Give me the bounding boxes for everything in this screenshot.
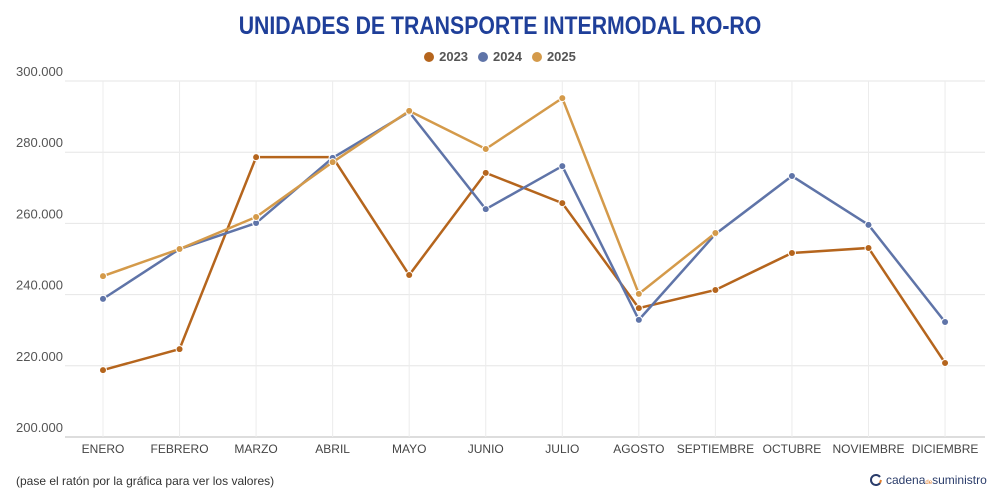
x-tick-label: ENERO bbox=[82, 442, 125, 456]
legend-marker bbox=[531, 51, 542, 62]
data-point-2024[interactable] bbox=[558, 162, 567, 171]
x-tick-label: ABRIL bbox=[315, 442, 350, 456]
legend-item-2023[interactable]: 2023 bbox=[424, 49, 468, 64]
data-point-2023[interactable] bbox=[252, 153, 261, 162]
y-tick-label: 220.000 bbox=[16, 349, 63, 364]
data-point-2025[interactable] bbox=[99, 272, 107, 281]
x-tick-label: SEPTIEMBRE bbox=[677, 442, 754, 456]
x-tick-label: DICIEMBRE bbox=[912, 442, 979, 456]
y-tick-label: 240.000 bbox=[16, 278, 63, 293]
data-point-2025[interactable] bbox=[634, 289, 643, 298]
data-point-2023[interactable] bbox=[787, 248, 796, 257]
legend-marker bbox=[478, 51, 489, 62]
x-tick-label: AGOSTO bbox=[613, 442, 664, 456]
data-point-2025[interactable] bbox=[405, 106, 414, 115]
data-point-2024[interactable] bbox=[99, 294, 107, 303]
y-tick-label: 280.000 bbox=[16, 135, 63, 150]
data-point-2023[interactable] bbox=[941, 358, 950, 367]
data-point-2023[interactable] bbox=[711, 285, 720, 294]
legend-item-2025[interactable]: 2025 bbox=[531, 49, 576, 64]
data-point-2023[interactable] bbox=[634, 304, 643, 313]
data-point-2024[interactable] bbox=[787, 172, 796, 181]
x-tick-label: MARZO bbox=[234, 442, 277, 456]
data-point-2023[interactable] bbox=[558, 199, 567, 208]
legend-marker bbox=[424, 51, 435, 62]
x-tick-label: FEBRERO bbox=[151, 442, 209, 456]
data-point-2023[interactable] bbox=[405, 271, 414, 280]
data-point-2025[interactable] bbox=[711, 229, 720, 238]
data-point-2024[interactable] bbox=[941, 318, 950, 327]
legend-label: 2025 bbox=[546, 49, 576, 64]
logo: cadenadesuministro bbox=[870, 473, 987, 487]
data-point-2024[interactable] bbox=[634, 315, 643, 324]
data-point-2023[interactable] bbox=[175, 345, 184, 354]
data-point-2025[interactable] bbox=[328, 158, 337, 167]
data-point-2025[interactable] bbox=[175, 245, 184, 254]
x-tick-label: JUNIO bbox=[468, 442, 504, 456]
hover-note: (pase el ratón por la gráfica para ver l… bbox=[16, 474, 275, 488]
x-tick-label: MAYO bbox=[392, 442, 426, 456]
legend-item-2024[interactable]: 2024 bbox=[478, 49, 522, 64]
series-line-2023 bbox=[102, 155, 947, 372]
x-tick-label: NOVIEMBRE bbox=[832, 442, 904, 456]
y-tick-label: 260.000 bbox=[16, 206, 63, 221]
data-point-2025[interactable] bbox=[481, 144, 490, 153]
legend-label: 2024 bbox=[493, 49, 522, 64]
chart-title: UNIDADES DE TRANSPORTE INTERMODAL RO-RO bbox=[238, 12, 762, 40]
x-tick-label: JULIO bbox=[545, 442, 579, 456]
data-point-2023[interactable] bbox=[99, 366, 107, 375]
data-point-2024[interactable] bbox=[864, 220, 873, 229]
data-point-2025[interactable] bbox=[252, 212, 261, 221]
data-point-2023[interactable] bbox=[864, 243, 873, 252]
data-point-2023[interactable] bbox=[481, 168, 490, 177]
series-line-2024 bbox=[102, 110, 947, 323]
legend: 2023 2024 2025 bbox=[0, 49, 1000, 64]
y-tick-label: 200.000 bbox=[16, 420, 63, 435]
data-point-2024[interactable] bbox=[481, 205, 490, 214]
logo-icon bbox=[870, 474, 882, 486]
data-point-2025[interactable] bbox=[558, 94, 567, 103]
y-tick-label: 300.000 bbox=[16, 64, 63, 79]
legend-label: 2023 bbox=[439, 49, 469, 64]
x-tick-label: OCTUBRE bbox=[763, 442, 822, 456]
